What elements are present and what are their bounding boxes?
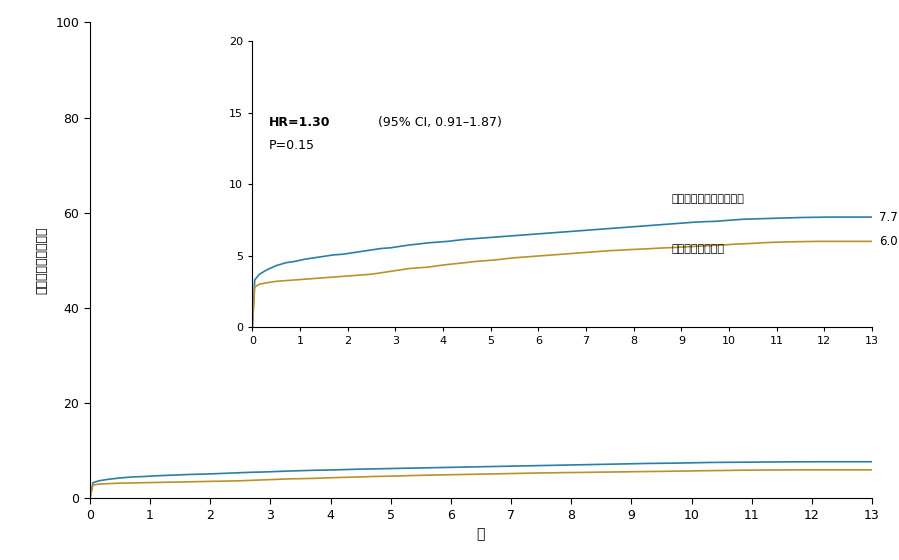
Y-axis label: 靶病变失败率（％）: 靶病变失败率（％） <box>36 227 49 294</box>
Text: HR=1.30: HR=1.30 <box>269 116 331 129</box>
Text: P=0.15: P=0.15 <box>269 138 315 152</box>
Text: (95% CI, 0.91–1.87): (95% CI, 0.91–1.87) <box>374 116 502 129</box>
Text: 依维莫司生物可吸收支架: 依维莫司生物可吸收支架 <box>672 194 744 204</box>
X-axis label: 月: 月 <box>476 528 485 542</box>
Text: 依维莫司洗脱支架: 依维莫司洗脱支架 <box>672 244 725 254</box>
Text: 6.0: 6.0 <box>879 235 898 248</box>
Text: 7.7: 7.7 <box>879 211 898 223</box>
